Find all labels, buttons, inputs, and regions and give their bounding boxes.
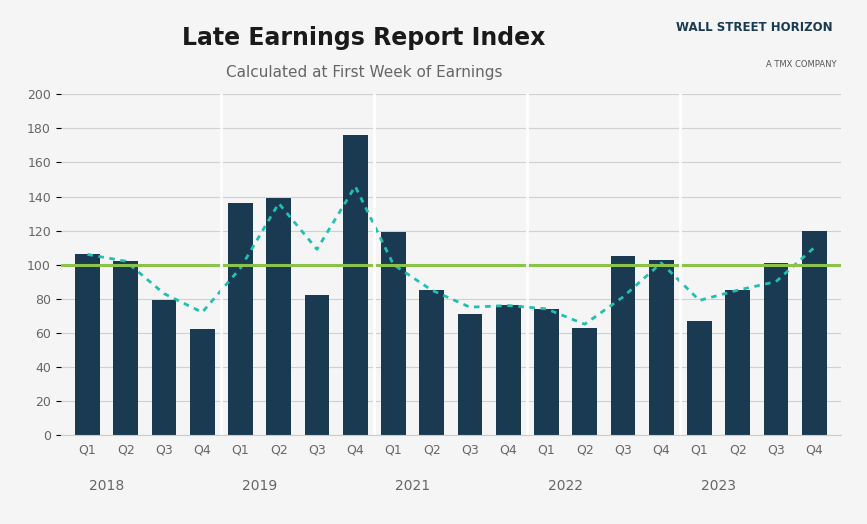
Bar	[190, 330, 215, 435]
Text: 2023: 2023	[701, 479, 736, 494]
Bar	[649, 259, 674, 435]
Bar	[610, 256, 636, 435]
Bar	[75, 255, 100, 435]
Bar	[266, 198, 291, 435]
Bar	[420, 290, 444, 435]
Text: 2022: 2022	[548, 479, 583, 494]
Text: Calculated at First Week of Earnings: Calculated at First Week of Earnings	[226, 66, 502, 81]
Text: 2021: 2021	[395, 479, 430, 494]
Bar	[496, 305, 521, 435]
Text: 2019: 2019	[242, 479, 277, 494]
Text: WALL STREET HORIZON: WALL STREET HORIZON	[675, 21, 832, 34]
Bar	[458, 314, 482, 435]
Text: A TMX COMPANY: A TMX COMPANY	[766, 60, 837, 69]
Bar	[802, 231, 826, 435]
Bar	[572, 328, 597, 435]
Bar	[228, 203, 253, 435]
Bar	[381, 232, 406, 435]
Text: 2018: 2018	[89, 479, 124, 494]
Bar	[114, 261, 138, 435]
Bar	[726, 290, 750, 435]
Bar	[304, 296, 329, 435]
Bar	[342, 135, 368, 435]
Bar	[534, 309, 559, 435]
Bar	[764, 263, 788, 435]
Text: Late Earnings Report Index: Late Earnings Report Index	[182, 26, 546, 50]
Bar	[152, 300, 176, 435]
Bar	[687, 321, 712, 435]
